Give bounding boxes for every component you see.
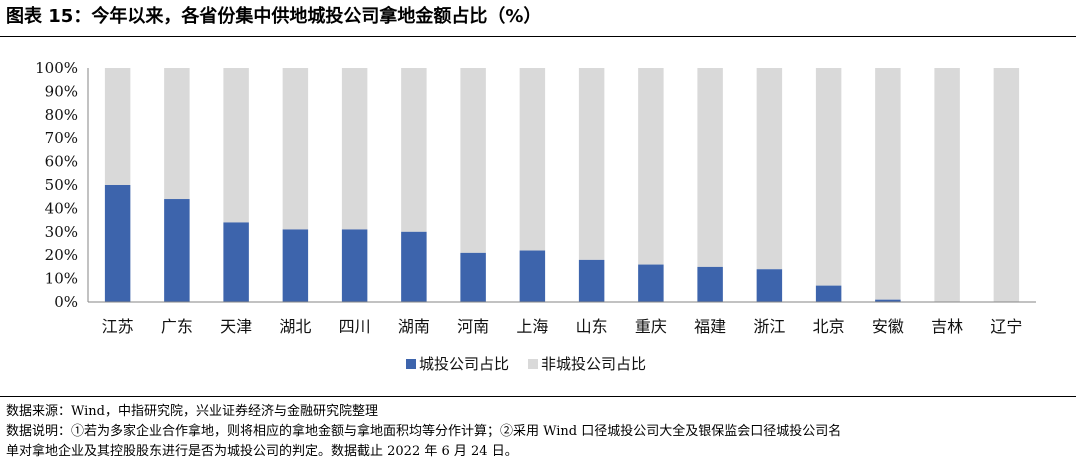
bar-non-chengtou [104, 68, 131, 185]
x-category-label: 湖北 [279, 317, 311, 336]
bar-non-chengtou [223, 68, 249, 223]
bar-chengtou [815, 285, 842, 302]
x-category-label: 湖南 [398, 317, 430, 336]
bar-chengtou [638, 264, 664, 302]
bar-non-chengtou [519, 68, 546, 251]
x-category-label: 重庆 [635, 317, 667, 336]
bar-non-chengtou [875, 68, 901, 300]
bar-chengtou [756, 269, 783, 302]
legend-swatch-non-chengtou [528, 359, 538, 369]
stacked-bar-chart: 0% 10% 20% 30% 40% 50% 60% 70% 80% 90% 100% 江苏 广东 天津 湖… [35, 59, 1036, 373]
bar-non-chengtou [815, 68, 842, 286]
bar-chengtou [519, 250, 546, 302]
bar-chengtou [460, 252, 486, 302]
x-category-label: 河南 [457, 317, 489, 336]
bar-chengtou [697, 266, 723, 302]
bar-chengtou [401, 231, 427, 302]
bar-non-chengtou [164, 68, 190, 200]
bar-non-chengtou [756, 68, 783, 270]
bar-non-chengtou [578, 68, 605, 260]
y-tick-label: 20% [45, 246, 78, 264]
x-category-label: 吉林 [931, 317, 963, 336]
y-tick-label: 10% [45, 270, 78, 288]
x-category-label: 广东 [161, 317, 193, 336]
bar-chengtou [104, 185, 131, 302]
x-category-label: 上海 [516, 317, 548, 336]
bar-non-chengtou [341, 68, 368, 230]
bar-chengtou [164, 199, 190, 302]
x-category-label: 山东 [576, 317, 608, 336]
bar-non-chengtou [697, 68, 723, 267]
figure-notes: 数据来源：Wind，中指研究院，兴业证券经济与金融研究院整理 数据说明：①若为多… [6, 402, 1072, 462]
y-tick-label: 90% [45, 82, 78, 100]
bar-non-chengtou [460, 68, 486, 253]
bar-non-chengtou [638, 68, 664, 265]
x-category-label: 天津 [220, 317, 252, 336]
source-divider [0, 396, 1076, 397]
y-tick-label: 50% [45, 176, 78, 194]
bar-chengtou [578, 259, 605, 302]
legend-label-chengtou: 城投公司占比 [419, 355, 509, 373]
explanation-note-line2: 单对拿地企业及其控股股东进行是否为城投公司的判定。数据截止 2022 年 6 月… [6, 444, 518, 459]
y-tick-label: 0% [54, 293, 78, 311]
y-tick-label: 70% [45, 129, 78, 147]
y-tick-label: 60% [45, 153, 78, 171]
x-category-label: 安徽 [872, 317, 904, 336]
x-category-label: 福建 [694, 317, 726, 336]
legend-swatch-chengtou [406, 359, 416, 369]
source-note: 数据来源：Wind，中指研究院，兴业证券经济与金融研究院整理 [6, 404, 378, 419]
explanation-note-line1: 数据说明：①若为多家企业合作拿地，则将相应的拿地金额与拿地面积均等分作计算；②采… [6, 424, 842, 439]
x-category-label: 浙江 [753, 317, 785, 336]
title-divider [0, 36, 1076, 37]
y-tick-label: 100% [35, 59, 78, 77]
x-category-label: 四川 [339, 317, 371, 336]
bar-chengtou [282, 229, 309, 302]
x-category-label: 北京 [813, 317, 845, 336]
legend-label-non-chengtou: 非城投公司占比 [541, 355, 646, 373]
bar-chengtou [875, 299, 901, 302]
bar-chengtou [223, 222, 249, 302]
bar-chengtou [341, 229, 368, 302]
x-category-label: 辽宁 [990, 317, 1022, 336]
bar-non-chengtou [993, 68, 1020, 302]
bar-non-chengtou [401, 68, 427, 232]
y-tick-label: 30% [45, 223, 78, 241]
bar-non-chengtou [934, 68, 960, 302]
figure-title: 图表 15：今年以来，各省份集中供地城投公司拿地金额占比（%） [6, 6, 542, 27]
y-tick-label: 40% [45, 199, 78, 217]
bar-non-chengtou [282, 68, 309, 230]
x-category-label: 江苏 [102, 317, 134, 336]
y-tick-label: 80% [45, 106, 78, 124]
